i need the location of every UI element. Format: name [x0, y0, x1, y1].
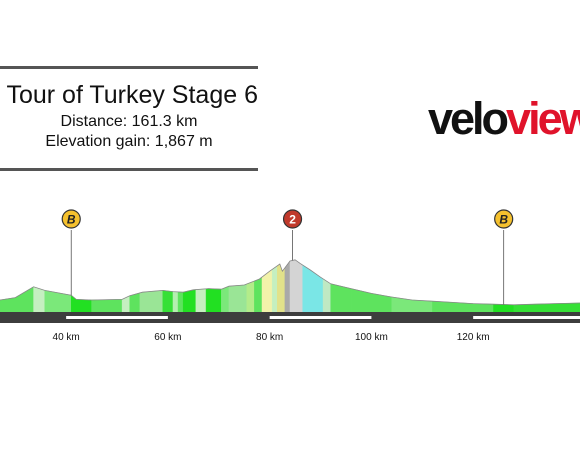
profile-segment: [162, 290, 174, 313]
stage-title: 5 Tour of Turkey Stage 6: [0, 81, 258, 109]
info-bottom-rule: [0, 168, 258, 171]
marker-badge: [494, 209, 514, 229]
profile-segment: [121, 295, 130, 313]
x-tick-label: 40 km: [53, 332, 80, 343]
logo-part-velo: velo: [428, 93, 509, 144]
profile-segment: [182, 289, 197, 313]
profile-segment: [172, 291, 179, 313]
distance-stat: Distance: 161.3 km: [60, 113, 198, 130]
marker-badge: [282, 209, 303, 229]
marker-label: B: [67, 213, 76, 227]
profile-segment: [322, 278, 331, 313]
profile-segment: [254, 276, 263, 313]
marker-label: B: [499, 213, 508, 227]
x-tick-label: 60 km: [154, 332, 181, 343]
profile-segment: [277, 263, 286, 313]
profile-segment: [246, 280, 255, 313]
x-tick-label: 120 km: [457, 332, 490, 343]
profile-segment: [271, 265, 278, 313]
profile-segment: [91, 299, 123, 313]
profile-segment: [228, 283, 248, 313]
scale-bar: [66, 316, 168, 319]
marker-label: 2: [289, 213, 296, 227]
profile-segment: [493, 303, 515, 313]
profile-segment: [195, 288, 207, 313]
profile-segment: [177, 291, 184, 313]
profile-segment: [205, 288, 222, 313]
elevation-profile-chart: 40 km 60 km 80 km 100 km 120 km B 2 B: [0, 209, 580, 343]
profile-outline: [0, 259, 580, 306]
profile-segment: [221, 285, 230, 313]
profile-segment: [350, 288, 393, 313]
profile-segment: [289, 259, 303, 313]
elevation-gain-stat: Elevation gain: 1,867 m: [45, 133, 213, 150]
profile-segment: [33, 286, 46, 313]
scale-bar: [473, 316, 580, 319]
profile-segment: [139, 290, 164, 313]
info-top-rule: [0, 66, 258, 69]
profile-segment: [44, 290, 72, 313]
profile-segment: [284, 260, 291, 313]
profile-segment: [391, 296, 433, 313]
x-tick-label: 100 km: [355, 332, 388, 343]
logo-part-view: view: [506, 93, 580, 144]
stage-info-box: 5 Tour of Turkey Stage 6 Distance: 161.3…: [0, 0, 260, 180]
scale-bar: [269, 316, 372, 319]
marker-badge: [61, 209, 81, 229]
x-tick-label: 80 km: [256, 332, 283, 343]
veloviewer-logo: veloview: [428, 96, 580, 141]
